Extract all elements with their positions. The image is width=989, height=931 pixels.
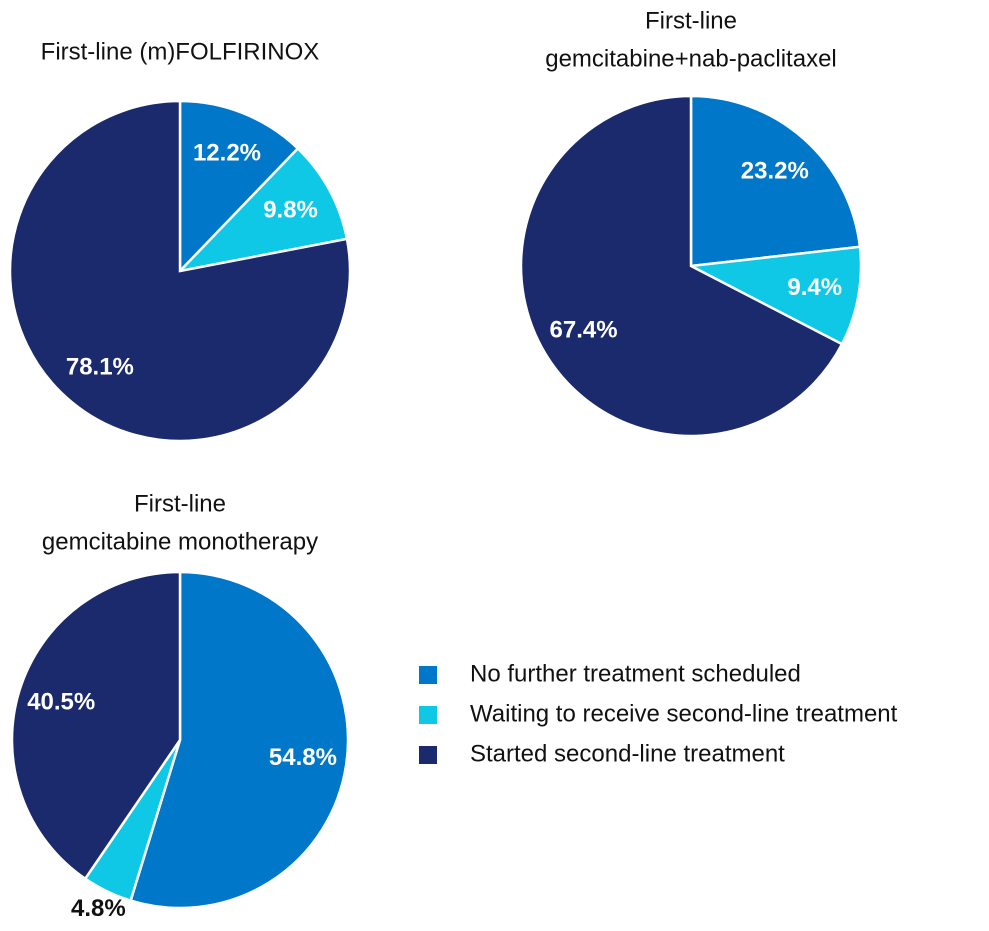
data-label: 54.8%	[269, 744, 337, 771]
legend-swatch	[419, 746, 437, 764]
data-label: 4.8%	[71, 895, 126, 922]
chart-title: First-line	[134, 490, 226, 517]
data-label: 12.2%	[193, 140, 261, 167]
legend-label: No further treatment scheduled	[470, 660, 801, 687]
pie-slice	[519, 94, 844, 438]
legend-swatch	[419, 706, 437, 724]
pie-slice	[8, 99, 352, 443]
data-label: 67.4%	[550, 317, 618, 344]
pie-slice	[10, 570, 182, 881]
pie-slice	[178, 99, 300, 275]
data-label: 23.2%	[741, 158, 809, 185]
chart-title: gemcitabine+nab-paclitaxel	[545, 45, 837, 72]
pie-slice	[689, 94, 862, 268]
pie-slice	[129, 570, 350, 910]
legend-label: Waiting to receive second-line treatment	[470, 700, 898, 727]
data-label: 78.1%	[66, 353, 134, 380]
chart-title: First-line	[645, 7, 737, 34]
data-label: 40.5%	[27, 689, 95, 716]
data-label: 9.8%	[263, 196, 318, 223]
pie-slice	[176, 146, 349, 273]
pie-slice	[686, 245, 863, 346]
legend-swatch	[419, 666, 437, 684]
legend-label: Started second-line treatment	[470, 740, 785, 767]
chart-title: First-line (m)FOLFIRINOX	[41, 38, 320, 65]
data-label: 9.4%	[787, 274, 842, 301]
chart-title: gemcitabine monotherapy	[42, 528, 318, 555]
